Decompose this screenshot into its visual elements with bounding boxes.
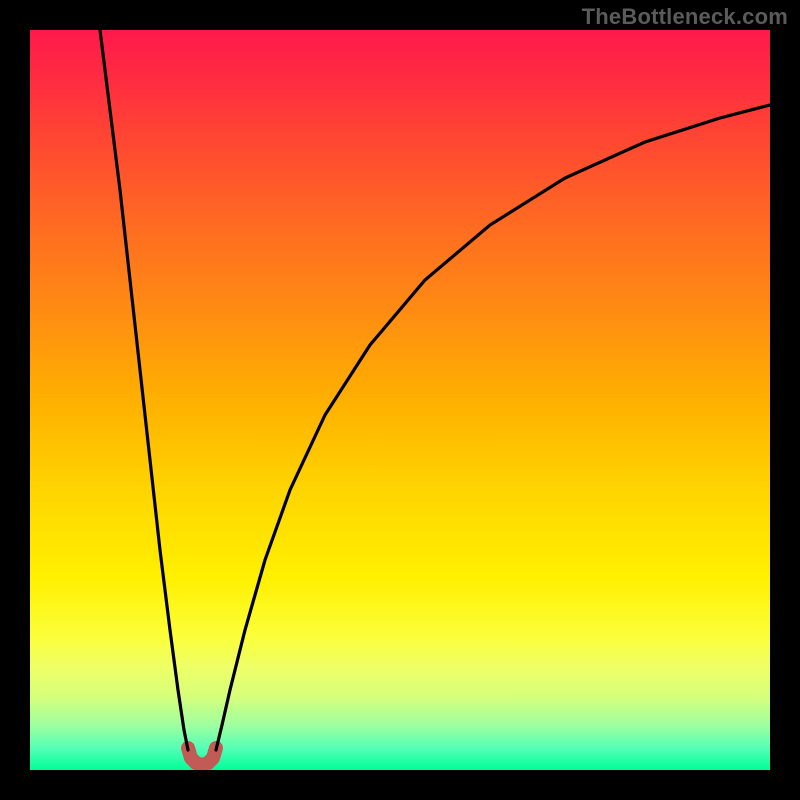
bottleneck-curve-svg bbox=[30, 30, 770, 770]
curve-right-branch bbox=[216, 105, 770, 750]
watermark-text: TheBottleneck.com bbox=[582, 4, 788, 30]
curve-left-branch bbox=[100, 30, 188, 750]
plot-area bbox=[30, 30, 770, 770]
trough-marker bbox=[188, 748, 216, 765]
chart-frame: TheBottleneck.com bbox=[0, 0, 800, 800]
